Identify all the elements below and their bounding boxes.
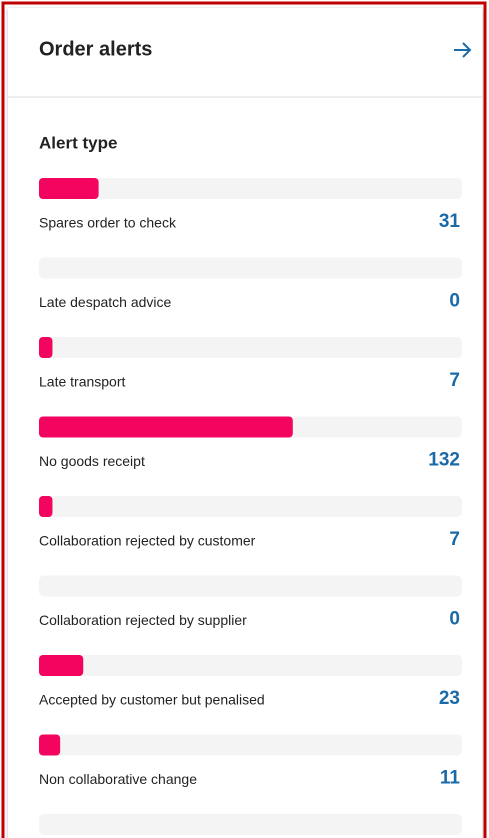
alert-label: Accepted by customer but penalised (39, 692, 265, 708)
alert-count: 23 (439, 688, 460, 709)
alert-count: 11 (440, 768, 461, 789)
widget-title: Order alerts (39, 38, 152, 60)
bar (39, 496, 53, 517)
bar-track (39, 178, 462, 199)
bar-track (39, 337, 462, 358)
alert-label: No goods receipt (39, 453, 145, 469)
alert-count: 0 (449, 291, 460, 312)
alert-label: Collaboration rejected by supplier (39, 612, 247, 628)
bar (39, 655, 84, 676)
alert-label: Collaboration rejected by customer (39, 533, 256, 549)
bar (39, 734, 61, 756)
bar (39, 337, 53, 358)
bar (39, 416, 293, 438)
bar-track (39, 496, 462, 517)
alert-count: 0 (449, 609, 460, 630)
alert-label: Late despatch advice (39, 294, 172, 310)
bar-track (39, 257, 462, 279)
alert-label: Non collaborative change (39, 771, 197, 787)
bar (39, 178, 99, 199)
bar-track (39, 575, 462, 597)
alert-count: 132 (428, 450, 460, 471)
alert-count: 7 (449, 529, 460, 550)
open-arrow[interactable] (454, 42, 472, 58)
alert-count: 7 (449, 370, 460, 391)
bar-track (39, 734, 462, 756)
alert-count: 31 (439, 211, 461, 232)
alert-label: Late transport (39, 374, 125, 390)
bar-track (39, 814, 462, 835)
bar-track (39, 655, 462, 676)
alert-label: Spares order to check (39, 215, 177, 231)
section-title: Alert type (39, 133, 117, 152)
